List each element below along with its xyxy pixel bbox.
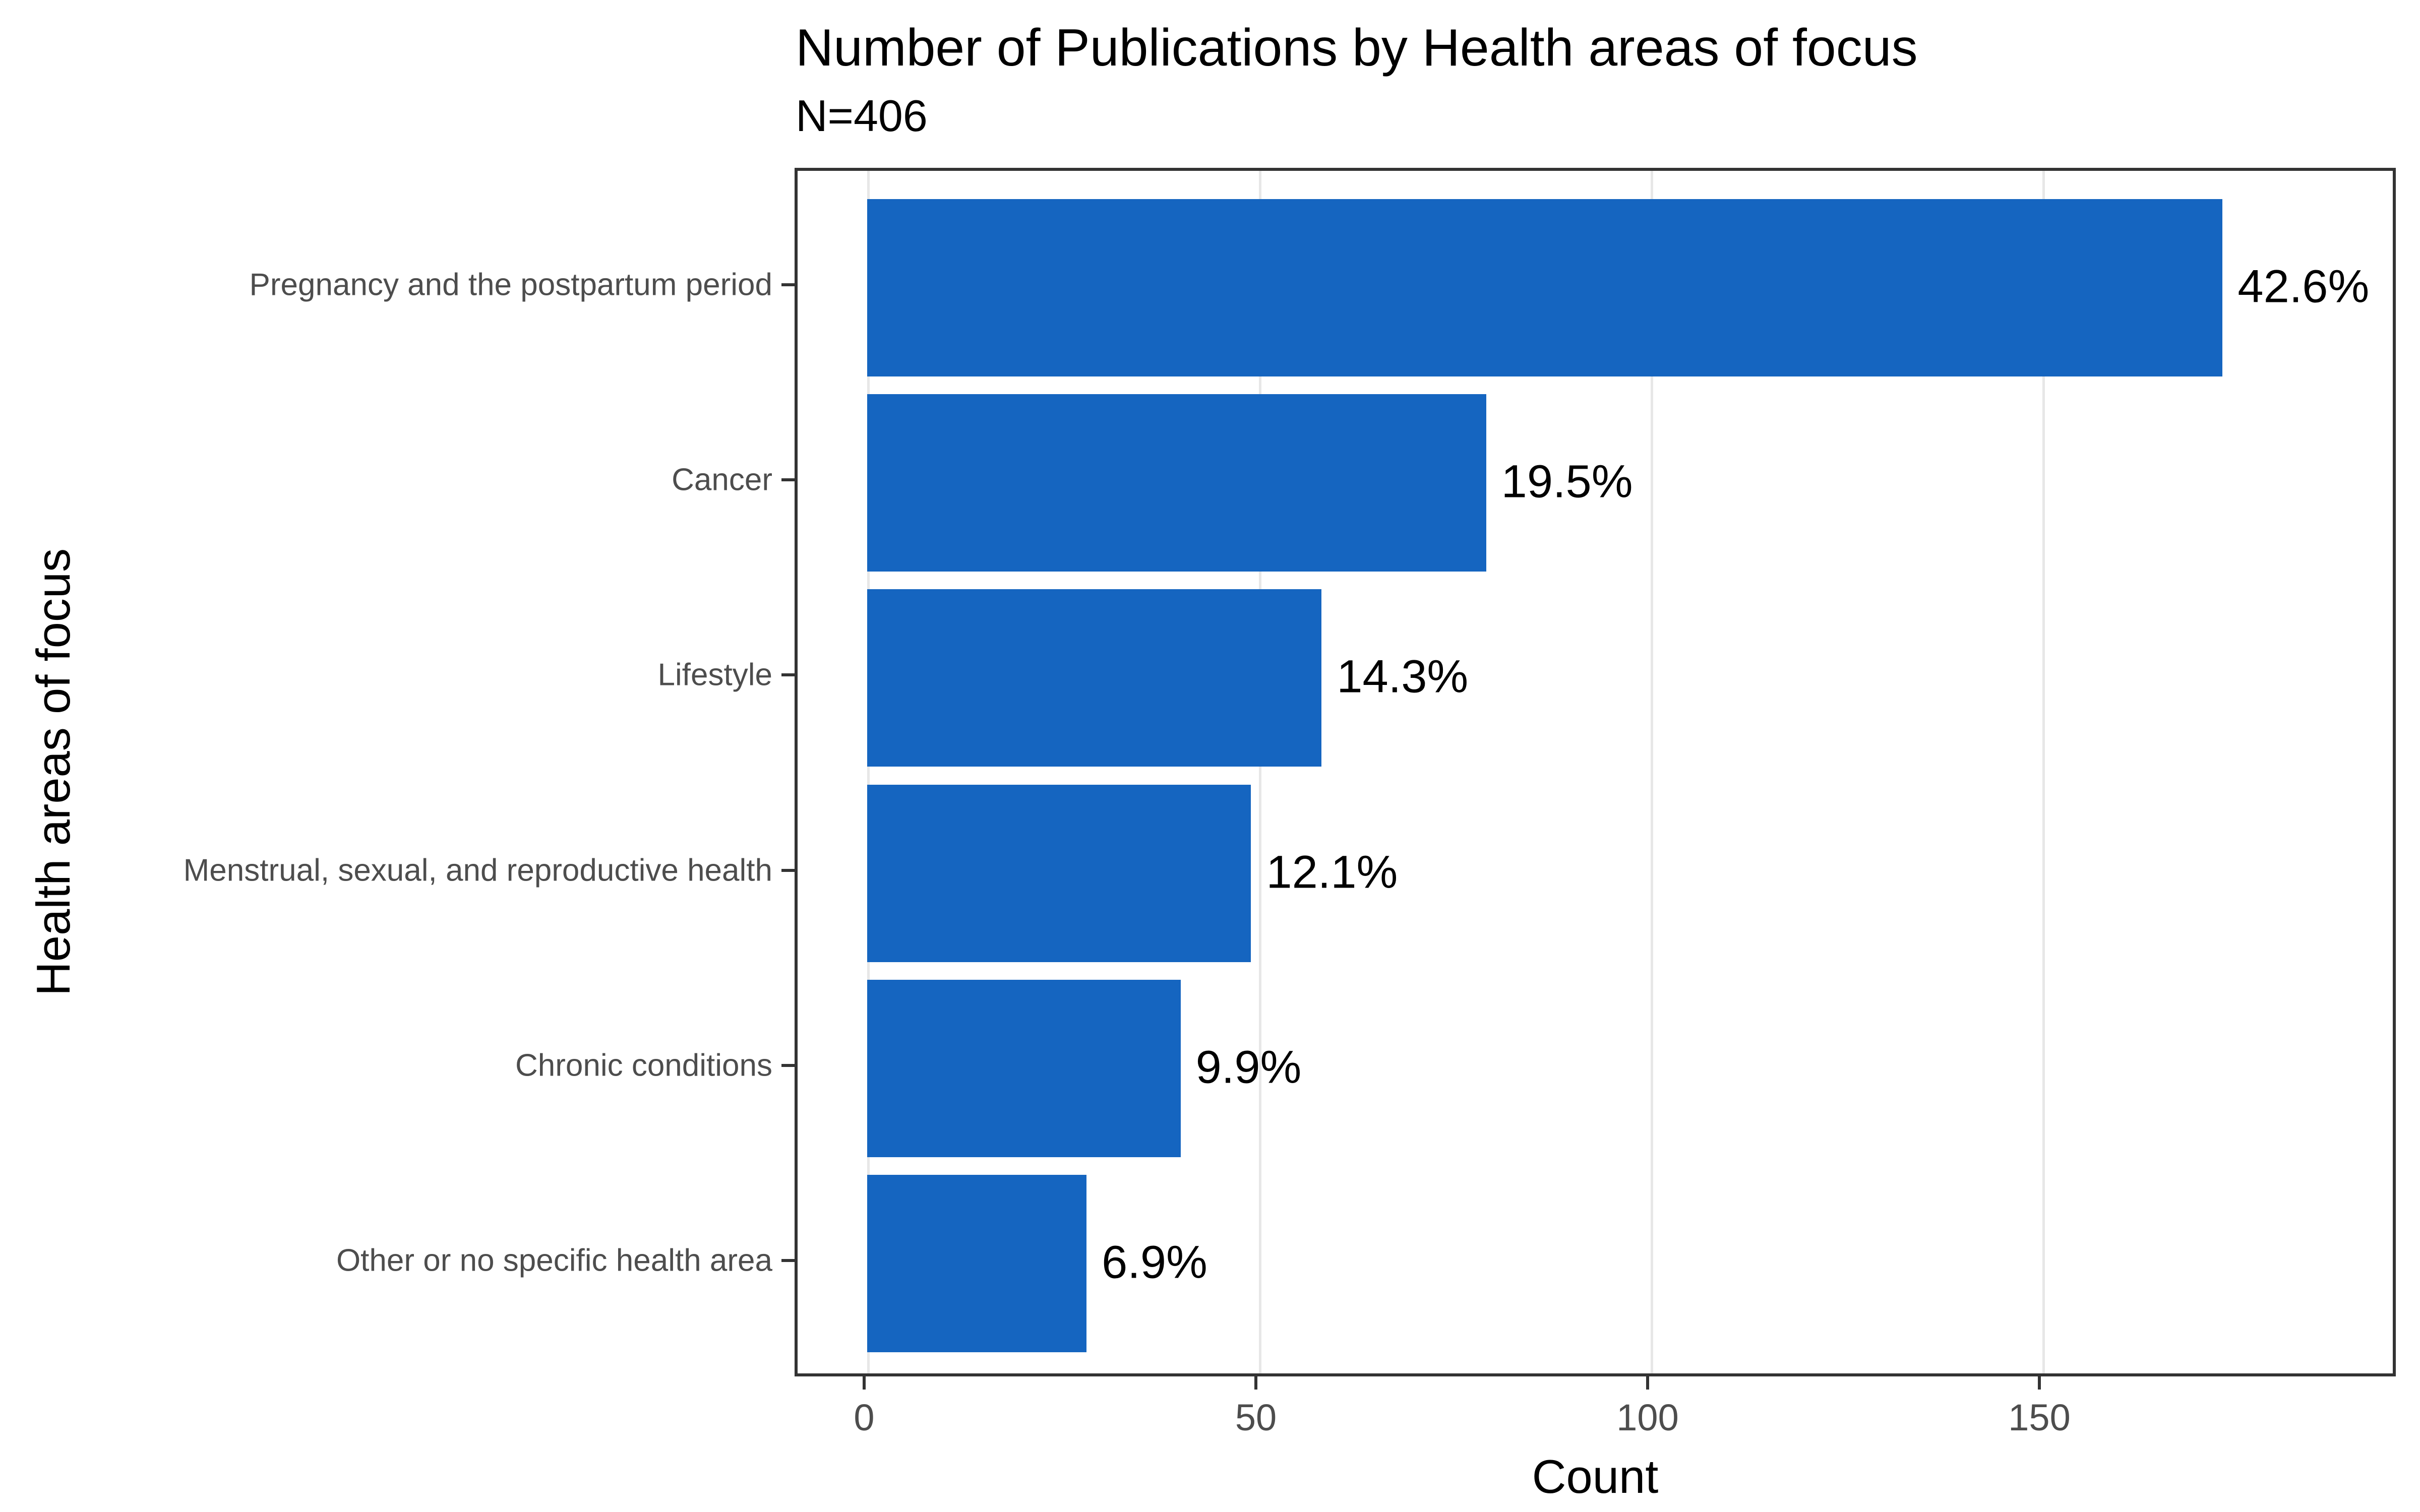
y-tick-mark-0	[781, 283, 795, 286]
x-tick-mark-150	[2038, 1376, 2041, 1390]
x-tick-mark-0	[863, 1376, 866, 1390]
y-tick-mark-4	[781, 1063, 795, 1067]
x-axis-title: Count	[1532, 1450, 1659, 1503]
x-tick-label-150: 150	[2008, 1397, 2071, 1438]
gridline-x-50	[1259, 171, 1261, 1373]
bar-1	[867, 394, 1486, 572]
y-tick-mark-3	[781, 868, 795, 872]
plot-panel: 42.6% 19.5% 14.3% 12.1% 9.9% 6.9%	[795, 168, 2396, 1376]
y-tick-mark-1	[781, 478, 795, 482]
x-tick-label-100: 100	[1616, 1397, 1679, 1438]
bar-3	[867, 784, 1251, 962]
x-tick-label-50: 50	[1235, 1397, 1277, 1438]
percent-label-3: 12.1%	[1266, 846, 1398, 898]
percent-label-5: 6.9%	[1102, 1236, 1207, 1288]
percent-label-1: 19.5%	[1501, 456, 1633, 508]
category-label-0: Pregnancy and the postpartum period	[249, 267, 772, 302]
y-tick-mark-2	[781, 673, 795, 677]
x-tick-label-0: 0	[854, 1397, 875, 1438]
category-label-1: Cancer	[672, 462, 772, 497]
category-label-2: Lifestyle	[657, 657, 772, 692]
x-tick-mark-50	[1254, 1376, 1257, 1390]
gridline-x-150	[2042, 171, 2045, 1373]
percent-label-4: 9.9%	[1195, 1041, 1302, 1093]
percent-label-2: 14.3%	[1337, 651, 1469, 703]
percent-label-0: 42.6%	[2237, 261, 2370, 312]
bar-4	[867, 979, 1181, 1157]
gridline-x-0	[867, 171, 870, 1373]
bar-0	[867, 199, 2223, 376]
category-label-3: Menstrual, sexual, and reproductive heal…	[183, 853, 772, 888]
y-axis-title: Health areas of focus	[27, 548, 80, 996]
bar-2	[867, 589, 1322, 767]
gridline-x-100	[1651, 171, 1653, 1373]
category-label-5: Other or no specific health area	[336, 1243, 772, 1278]
chart-subtitle: N=406	[796, 91, 928, 141]
chart-title: Number of Publications by Health areas o…	[796, 19, 1918, 77]
category-label-4: Chronic conditions	[515, 1048, 772, 1083]
x-tick-mark-100	[1646, 1376, 1649, 1390]
y-tick-mark-5	[781, 1259, 795, 1262]
bar-5	[867, 1175, 1087, 1352]
